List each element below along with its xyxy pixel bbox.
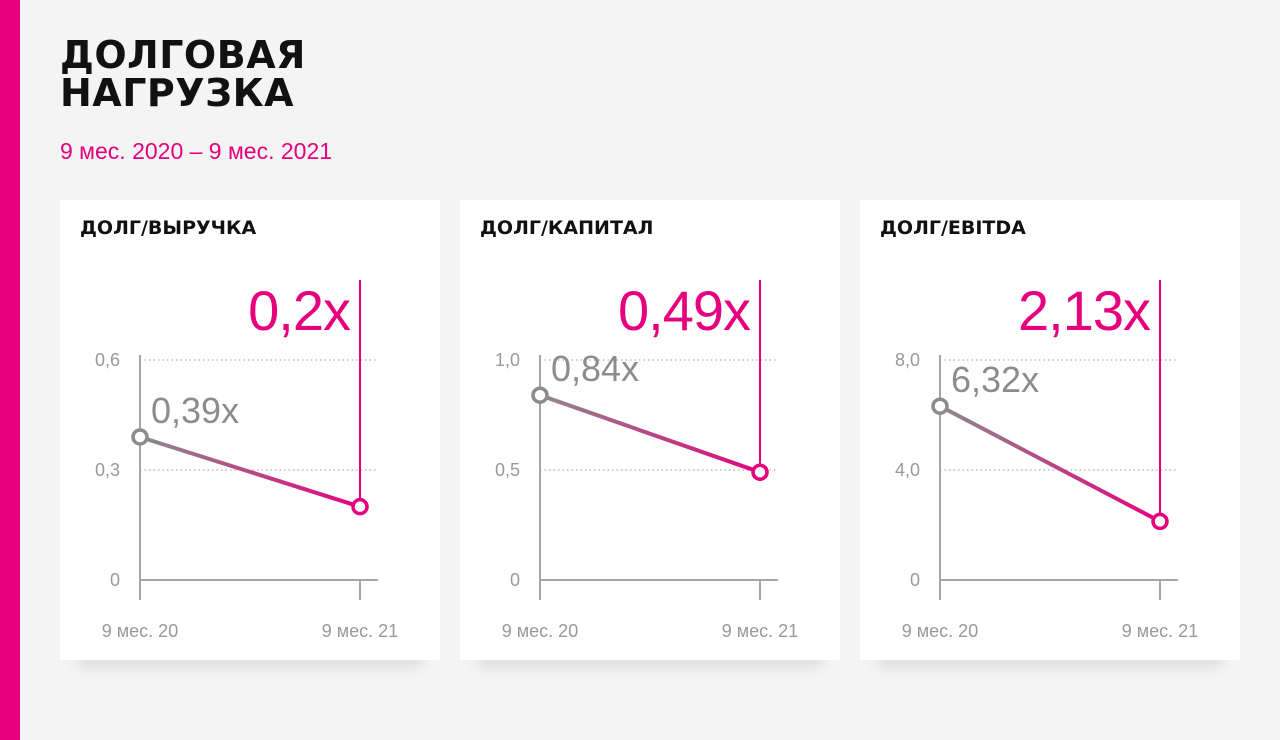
chart-card-debt-equity: ДОЛГ/КАПИТАЛ 0 0,5 1,0 9 мес. 20 9 мес. 21 0,… [460, 200, 840, 660]
data-point-previous [131, 428, 149, 446]
data-point-current [1151, 512, 1169, 531]
series-line [138, 435, 362, 509]
x-tick-label: 9 мес. 21 [1122, 621, 1198, 641]
chart-title: ДОЛГ/ВЫРУЧКА [80, 217, 257, 239]
data-label-current: 0,49x [618, 279, 751, 342]
y-tick-label: 0,6 [95, 350, 120, 370]
series-line [938, 404, 1162, 524]
line-chart-debt-ebitda: 0 4,0 8,0 9 мес. 20 9 мес. 21 6,32x 2,13x [895, 279, 1198, 641]
data-label-previous: 0,84x [551, 348, 639, 389]
y-tick-label: 0,3 [95, 460, 120, 480]
data-point-previous [531, 386, 549, 404]
x-tick-label: 9 мес. 21 [722, 621, 798, 641]
data-label-previous: 0,39x [151, 390, 239, 431]
data-label-current: 2,13x [1018, 279, 1151, 342]
x-tick-label: 9 мес. 20 [502, 621, 578, 641]
page-subtitle: 9 мес. 2020 – 9 мес. 2021 [60, 138, 333, 164]
series-line [538, 393, 762, 475]
y-tick-label: 1,0 [495, 350, 520, 370]
data-point-current [351, 497, 369, 516]
data-point-current [751, 463, 769, 481]
chart-title: ДОЛГ/EBITDA [880, 217, 1026, 239]
y-tick-label: 0 [910, 570, 920, 590]
y-tick-label: 0 [510, 570, 520, 590]
data-label-current: 0,2x [248, 279, 351, 342]
chart-card-debt-revenue: ДОЛГ/ВЫРУЧКА 0 0,3 0,6 9 мес. 20 9 мес. 21 0,… [60, 200, 440, 660]
x-tick-label: 9 мес. 21 [322, 621, 398, 641]
line-chart-debt-revenue: 0 0,3 0,6 9 мес. 20 9 мес. 21 0,39x 0,2x [95, 279, 398, 641]
y-tick-label: 4,0 [895, 460, 920, 480]
y-tick-label: 0 [110, 570, 120, 590]
chart-card-debt-ebitda: ДОЛГ/EBITDA 0 4,0 8,0 9 мес. 20 9 мес. 21 6,3… [860, 200, 1240, 660]
chart-title: ДОЛГ/КАПИТАЛ [480, 217, 654, 239]
data-point-previous [931, 397, 949, 415]
y-tick-label: 8,0 [895, 350, 920, 370]
data-label-previous: 6,32x [951, 359, 1039, 400]
x-tick-label: 9 мес. 20 [902, 621, 978, 641]
page-title: ДОЛГОВАЯ НАГРУЗКА [60, 33, 306, 115]
line-chart-debt-equity: 0 0,5 1,0 9 мес. 20 9 мес. 21 0,84x 0,49x [495, 279, 798, 641]
accent-bar [0, 0, 20, 740]
y-tick-label: 0,5 [495, 460, 520, 480]
x-tick-label: 9 мес. 20 [102, 621, 178, 641]
